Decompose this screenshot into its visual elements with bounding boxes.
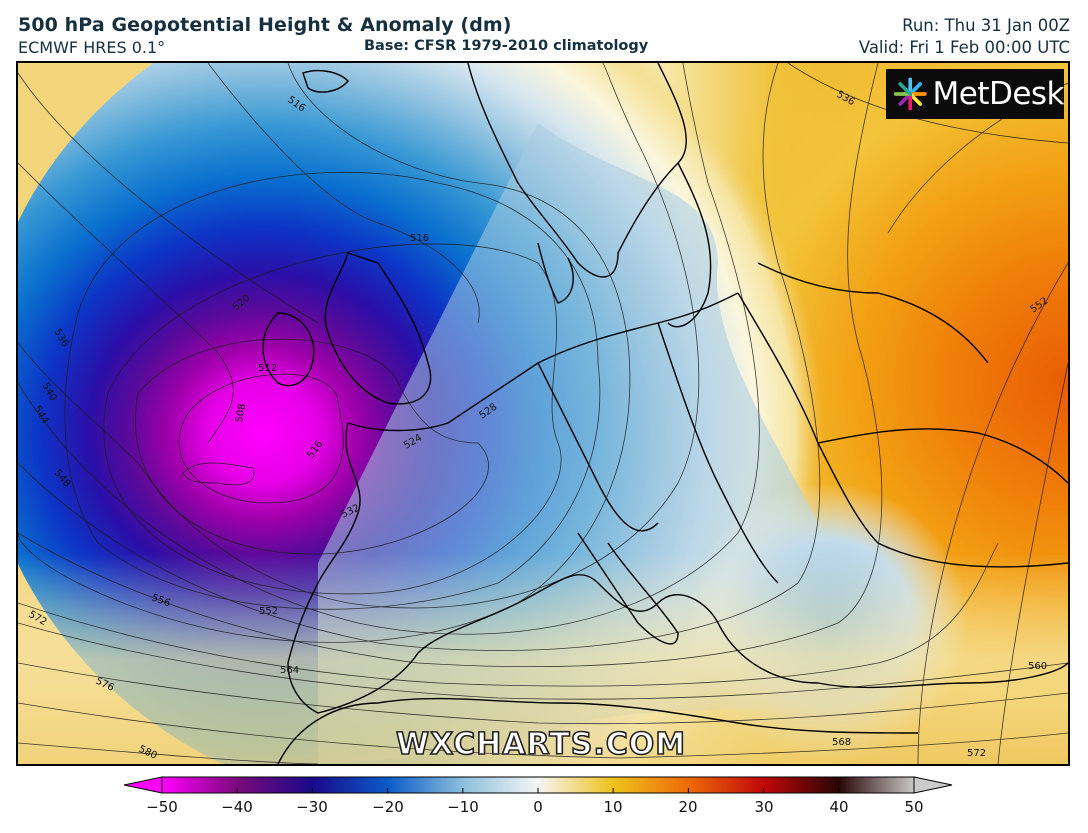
colorbar-tick-label: 50 [904,798,924,816]
colorbar-max-extend [913,776,953,794]
svg-text:560: 560 [1028,661,1047,672]
height-contours [18,63,1068,764]
logo-text: MetDesk [932,76,1064,112]
wxcharts-watermark: WXCHARTS.COM [395,726,687,763]
anomaly-field: 516 536 520 516 536 552 540 544 548 512 … [18,63,1068,764]
colorbar-tick-label: −50 [146,798,178,816]
run-time-label: Run: Thu 31 Jan 00Z [902,16,1070,35]
svg-text:512: 512 [258,363,277,374]
svg-text:572: 572 [967,748,986,759]
svg-text:552: 552 [259,606,278,617]
colorbar [122,774,954,796]
colorbar-tick-label: 10 [603,798,623,816]
colorbar-tick-label: −20 [372,798,404,816]
valid-time-label: Valid: Fri 1 Feb 00:00 UTC [858,38,1070,57]
colorbar-tick-label: −10 [447,798,479,816]
svg-text:516: 516 [410,233,429,244]
colorbar-tick-label: −30 [296,798,328,816]
climatology-base-label: Base: CFSR 1979-2010 climatology [364,38,649,54]
model-label: ECMWF HRES 0.1° [18,38,166,57]
pinwheel-logo-icon [893,77,927,111]
chart-title: 500 hPa Geopotential Height & Anomaly (d… [18,14,512,36]
colorbar-tick-label: 30 [754,798,774,816]
svg-text:508: 508 [234,403,248,424]
svg-text:568: 568 [832,737,851,748]
svg-text:564: 564 [280,665,299,676]
coastlines [262,63,1068,764]
map-panel: 516 536 520 516 536 552 540 544 548 512 … [16,61,1070,766]
colorbar-tick-label: 0 [533,798,543,816]
colorbar-tick-label: 20 [678,798,698,816]
colorbar-min-extend [123,776,163,794]
colorbar-tick-label: −40 [221,798,253,816]
colorbar-tick-label: 40 [829,798,849,816]
metdesk-logo: MetDesk [886,69,1064,119]
